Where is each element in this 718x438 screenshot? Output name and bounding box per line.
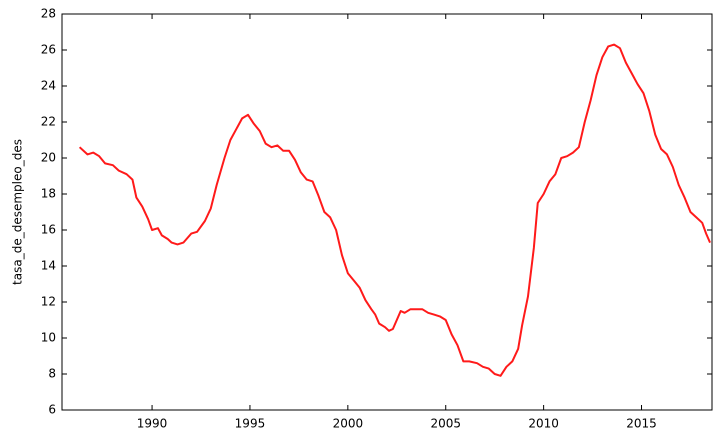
y-tick-label: 12	[41, 295, 56, 309]
y-tick-label: 14	[41, 259, 56, 273]
y-tick-label: 28	[41, 7, 56, 21]
x-tick-label: 2005	[430, 417, 461, 431]
y-tick-label: 8	[48, 367, 56, 381]
y-tick-label: 18	[41, 187, 56, 201]
y-tick-label: 10	[41, 331, 56, 345]
x-tick-label: 1995	[235, 417, 266, 431]
y-tick-label: 26	[41, 43, 56, 57]
y-tick-label: 24	[41, 79, 56, 93]
y-tick-label: 6	[48, 403, 56, 417]
y-tick-label: 20	[41, 151, 56, 165]
x-tick-label: 2000	[333, 417, 364, 431]
data-line	[78, 43, 711, 377]
y-tick-label: 22	[41, 115, 56, 129]
y-axis-label: tasa_de_desempleo_des	[11, 139, 25, 285]
x-tick-label: 1990	[137, 417, 168, 431]
plot-frame	[61, 13, 713, 411]
x-tick-label: 2015	[626, 417, 657, 431]
x-tick-label: 2010	[528, 417, 559, 431]
y-tick-label: 16	[41, 223, 56, 237]
